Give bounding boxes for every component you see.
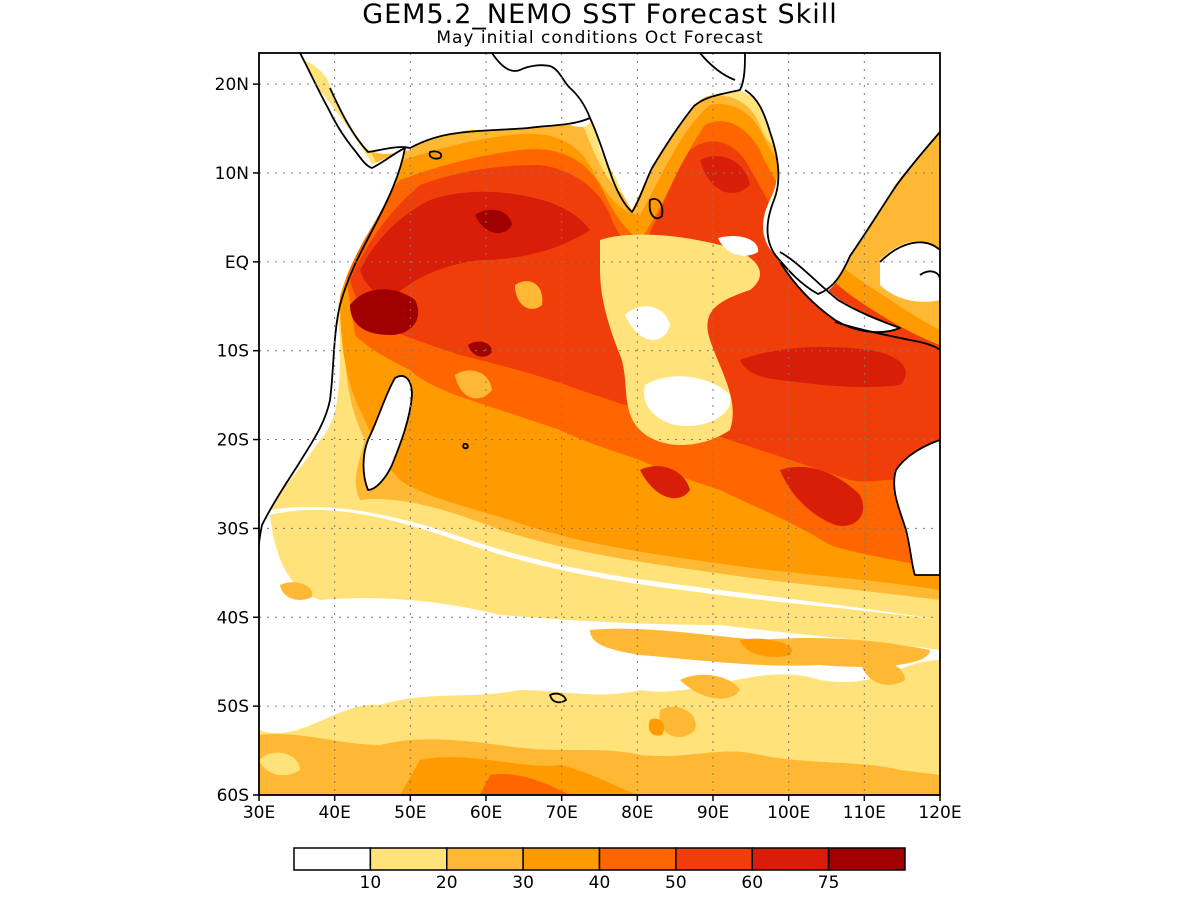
low-skill-holes: [455, 84, 930, 445]
x-tick-label: 60E: [470, 803, 502, 823]
borneo-landmass: [880, 241, 940, 302]
borneo-coastline: [879, 241, 940, 263]
x-tick-label: 120E: [918, 803, 961, 823]
x-tick-label: 50E: [394, 803, 426, 823]
latitude-axis: 20N 10N EQ 10S 20S 30S 40S 50S 60S: [215, 75, 259, 806]
kerguelen-coastline: [549, 692, 567, 704]
colorbar-label: 50: [665, 873, 687, 893]
colorbar: 10 20 30 40 50 60 75: [293, 847, 906, 893]
socotra-coastline: [428, 150, 443, 160]
y-tick-label: 50S: [217, 697, 249, 717]
gridlines: [259, 53, 940, 795]
colorbar-label: 20: [436, 873, 458, 893]
y-tick-label: 60S: [217, 786, 249, 806]
chart-title: GEM5.2_NEMO SST Forecast Skill: [362, 0, 838, 30]
southern-skill-band: [259, 509, 940, 795]
y-tick-label: 10N: [215, 164, 249, 184]
x-tick-label: 30E: [243, 803, 275, 823]
colorbar-label: 30: [512, 873, 534, 893]
colorbar-label: 75: [818, 873, 840, 893]
colorbar-swatch: [369, 847, 448, 871]
australia-landmass: [893, 440, 940, 575]
arabian-sea-coastline: [699, 53, 736, 81]
y-tick-label: 20N: [215, 75, 249, 95]
plot-frame: [258, 52, 941, 796]
india-coastline: [589, 53, 746, 213]
arabia-coastline: [329, 53, 591, 153]
sumatra-coastline: [779, 251, 901, 334]
y-tick-label: EQ: [225, 253, 249, 273]
madagascar-coastline: [362, 375, 413, 491]
colorbar-swatch: [522, 847, 601, 871]
x-tick-label: 80E: [621, 803, 653, 823]
madagascar-landmass: [363, 375, 412, 490]
x-tick-label: 40E: [318, 803, 350, 823]
colorbar-swatch: [675, 847, 753, 871]
sumatra-landmass: [780, 250, 900, 332]
australia-coastline: [893, 439, 940, 576]
land-masses: [259, 53, 940, 575]
colorbar-swatch: [598, 847, 677, 871]
y-tick-label: 10S: [217, 342, 249, 362]
mauritius-coastline: [462, 442, 469, 450]
sri-lanka-coastline: [648, 198, 664, 220]
africa-landmass: [259, 53, 405, 545]
longitude-axis: 30E 40E 50E 60E 70E 80E 90E 100E 110E 120E: [243, 795, 962, 823]
africa-coastline: [259, 53, 406, 546]
skill-shading: [259, 53, 940, 795]
y-tick-label: 20S: [217, 431, 249, 451]
x-tick-label: 110E: [843, 803, 886, 823]
india-landmass: [585, 53, 745, 210]
colorbar-swatch: [827, 847, 906, 871]
southeast-asia-landmass: [745, 53, 940, 295]
y-tick-label: 40S: [217, 608, 249, 628]
y-tick-label: 30S: [217, 519, 249, 539]
colorbar-swatch: [293, 847, 372, 871]
x-tick-label: 100E: [767, 803, 810, 823]
colorbar-swatch: [446, 847, 524, 871]
coastlines: [259, 53, 940, 704]
southeast-asia-coastline: [744, 89, 940, 295]
colorbar-label: 10: [360, 873, 382, 893]
colorbar-label: 60: [741, 873, 763, 893]
arabia-landmass: [320, 53, 592, 154]
colorbar-swatch: [751, 847, 830, 871]
x-tick-label: 90E: [697, 803, 729, 823]
x-tick-label: 70E: [545, 803, 577, 823]
java-coastline: [834, 321, 940, 351]
colorbar-label: 40: [589, 873, 611, 893]
chart-subtitle: May initial conditions Oct Forecast: [436, 28, 764, 48]
